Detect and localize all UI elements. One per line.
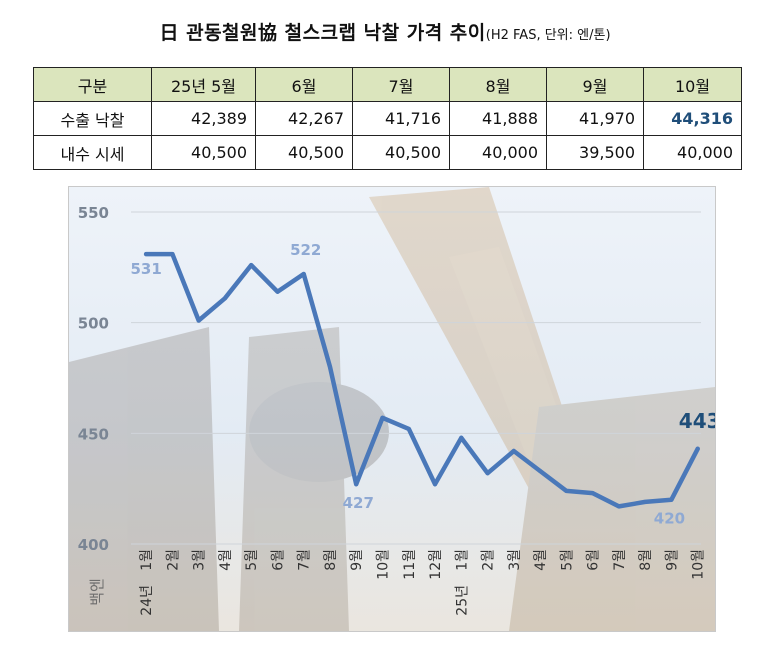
table-cell: 40,500: [151, 135, 256, 170]
data-label: 443: [679, 409, 715, 433]
x-tick-label: 5월: [244, 549, 260, 571]
data-point: [643, 499, 648, 504]
table-cell: 41,888: [449, 101, 547, 136]
data-point: [222, 296, 227, 301]
data-point: [170, 252, 175, 257]
data-point: [669, 497, 674, 502]
x-tick-label: 3월: [507, 549, 523, 571]
x-tick-label: 8월: [638, 549, 654, 571]
data-point: [144, 252, 149, 257]
line-chart: 400 450 500 550 백엔 1월 2월 3월 4월 5월 6월 7월 8월 9월 10월 11월 12…: [68, 186, 716, 632]
price-table: 구분 25년 5월 6월 7월 8월 9월 10월 수출 낙찰 42,389 4…: [33, 67, 742, 170]
x-tick-label: 7월: [612, 549, 628, 571]
chart-canvas: 400 450 500 550 백엔 1월 2월 3월 4월 5월 6월 7월 8월 9월 10월 11월 12…: [69, 187, 715, 631]
table-cell-highlight: 44,316: [643, 101, 742, 136]
data-point: [327, 364, 332, 369]
table-header: 7월: [352, 67, 450, 102]
x-tick-label: 6월: [270, 549, 286, 571]
table-header: 8월: [449, 67, 547, 102]
year-label: 25년: [454, 585, 470, 616]
title-unit: (H2 FAS, 단위: 엔/톤): [485, 28, 611, 43]
x-tick-label: 5월: [559, 549, 575, 571]
data-point: [590, 491, 595, 496]
x-tick-label: 6월: [586, 549, 602, 571]
data-label: 427: [343, 494, 374, 512]
data-point: [433, 482, 438, 487]
table-row: 내수 시세 40,500 40,500 40,500 40,000 39,500…: [33, 135, 742, 170]
x-tick-label: 10월: [691, 549, 707, 580]
x-tick-label: 4월: [218, 549, 234, 571]
table-row: 수출 낙찰 42,389 42,267 41,716 41,888 41,970…: [33, 101, 742, 136]
x-tick-label: 9월: [664, 549, 680, 571]
chart-title: 日 관동철원協 철스크랩 낙찰 가격 추이(H2 FAS, 단위: 엔/톤): [0, 18, 770, 45]
table-header: 25년 5월: [151, 67, 256, 102]
x-tick-label: 11월: [402, 549, 418, 580]
y-tick-label: 550: [78, 204, 109, 222]
x-tick-label: 2월: [165, 549, 181, 571]
x-tick-label: 12월: [428, 549, 444, 580]
data-point: [301, 271, 306, 276]
table-cell: 42,267: [255, 101, 353, 136]
data-label: 420: [654, 510, 685, 528]
row-label: 내수 시세: [33, 135, 152, 170]
title-main: 日 관동철원協 철스크랩 낙찰 가격 추이: [159, 22, 486, 44]
data-point: [459, 435, 464, 440]
data-point: [380, 415, 385, 420]
data-label: 531: [130, 260, 161, 278]
data-point: [511, 449, 516, 454]
x-tick-label: 1월: [139, 549, 155, 571]
table-header: 6월: [255, 67, 353, 102]
table-header: 9월: [546, 67, 644, 102]
table-header-row: 구분 25년 5월 6월 7월 8월 9월 10월: [33, 67, 742, 102]
y-tick-label: 500: [78, 315, 109, 333]
data-point: [485, 471, 490, 476]
year-label: 24년: [139, 585, 155, 616]
x-tick-label: 9월: [349, 549, 365, 571]
table-cell: 40,000: [449, 135, 547, 170]
data-point: [354, 482, 359, 487]
table-header: 10월: [643, 67, 742, 102]
data-point: [406, 426, 411, 431]
data-label: 522: [290, 241, 321, 259]
crane-background-image: [69, 187, 715, 631]
x-tick-label: 1월: [454, 549, 470, 571]
row-label: 수출 낙찰: [33, 101, 152, 136]
data-point: [695, 446, 700, 451]
y-tick-label: 450: [78, 425, 109, 443]
data-point: [275, 289, 280, 294]
data-point: [564, 488, 569, 493]
series-line: [143, 251, 700, 509]
table-cell: 40,500: [255, 135, 353, 170]
x-tick-label: 10월: [376, 549, 392, 580]
x-tick-label: 2월: [481, 549, 497, 571]
data-point: [196, 318, 201, 323]
x-tick-label: 7월: [297, 549, 313, 571]
data-point: [249, 263, 254, 268]
table-cell: 41,970: [546, 101, 644, 136]
table-cell: 39,500: [546, 135, 644, 170]
x-tick-label: 4월: [533, 549, 549, 571]
data-point: [538, 468, 543, 473]
table-header: 구분: [33, 67, 152, 102]
x-tick-label: 8월: [323, 549, 339, 571]
x-tick-label: 3월: [192, 549, 208, 571]
data-point: [616, 504, 621, 509]
table-cell: 40,500: [352, 135, 450, 170]
y-axis-label: 백엔: [88, 578, 106, 606]
y-tick-label: 400: [78, 536, 109, 554]
table-cell: 40,000: [643, 135, 742, 170]
table-cell: 41,716: [352, 101, 450, 136]
table-cell: 42,389: [151, 101, 256, 136]
